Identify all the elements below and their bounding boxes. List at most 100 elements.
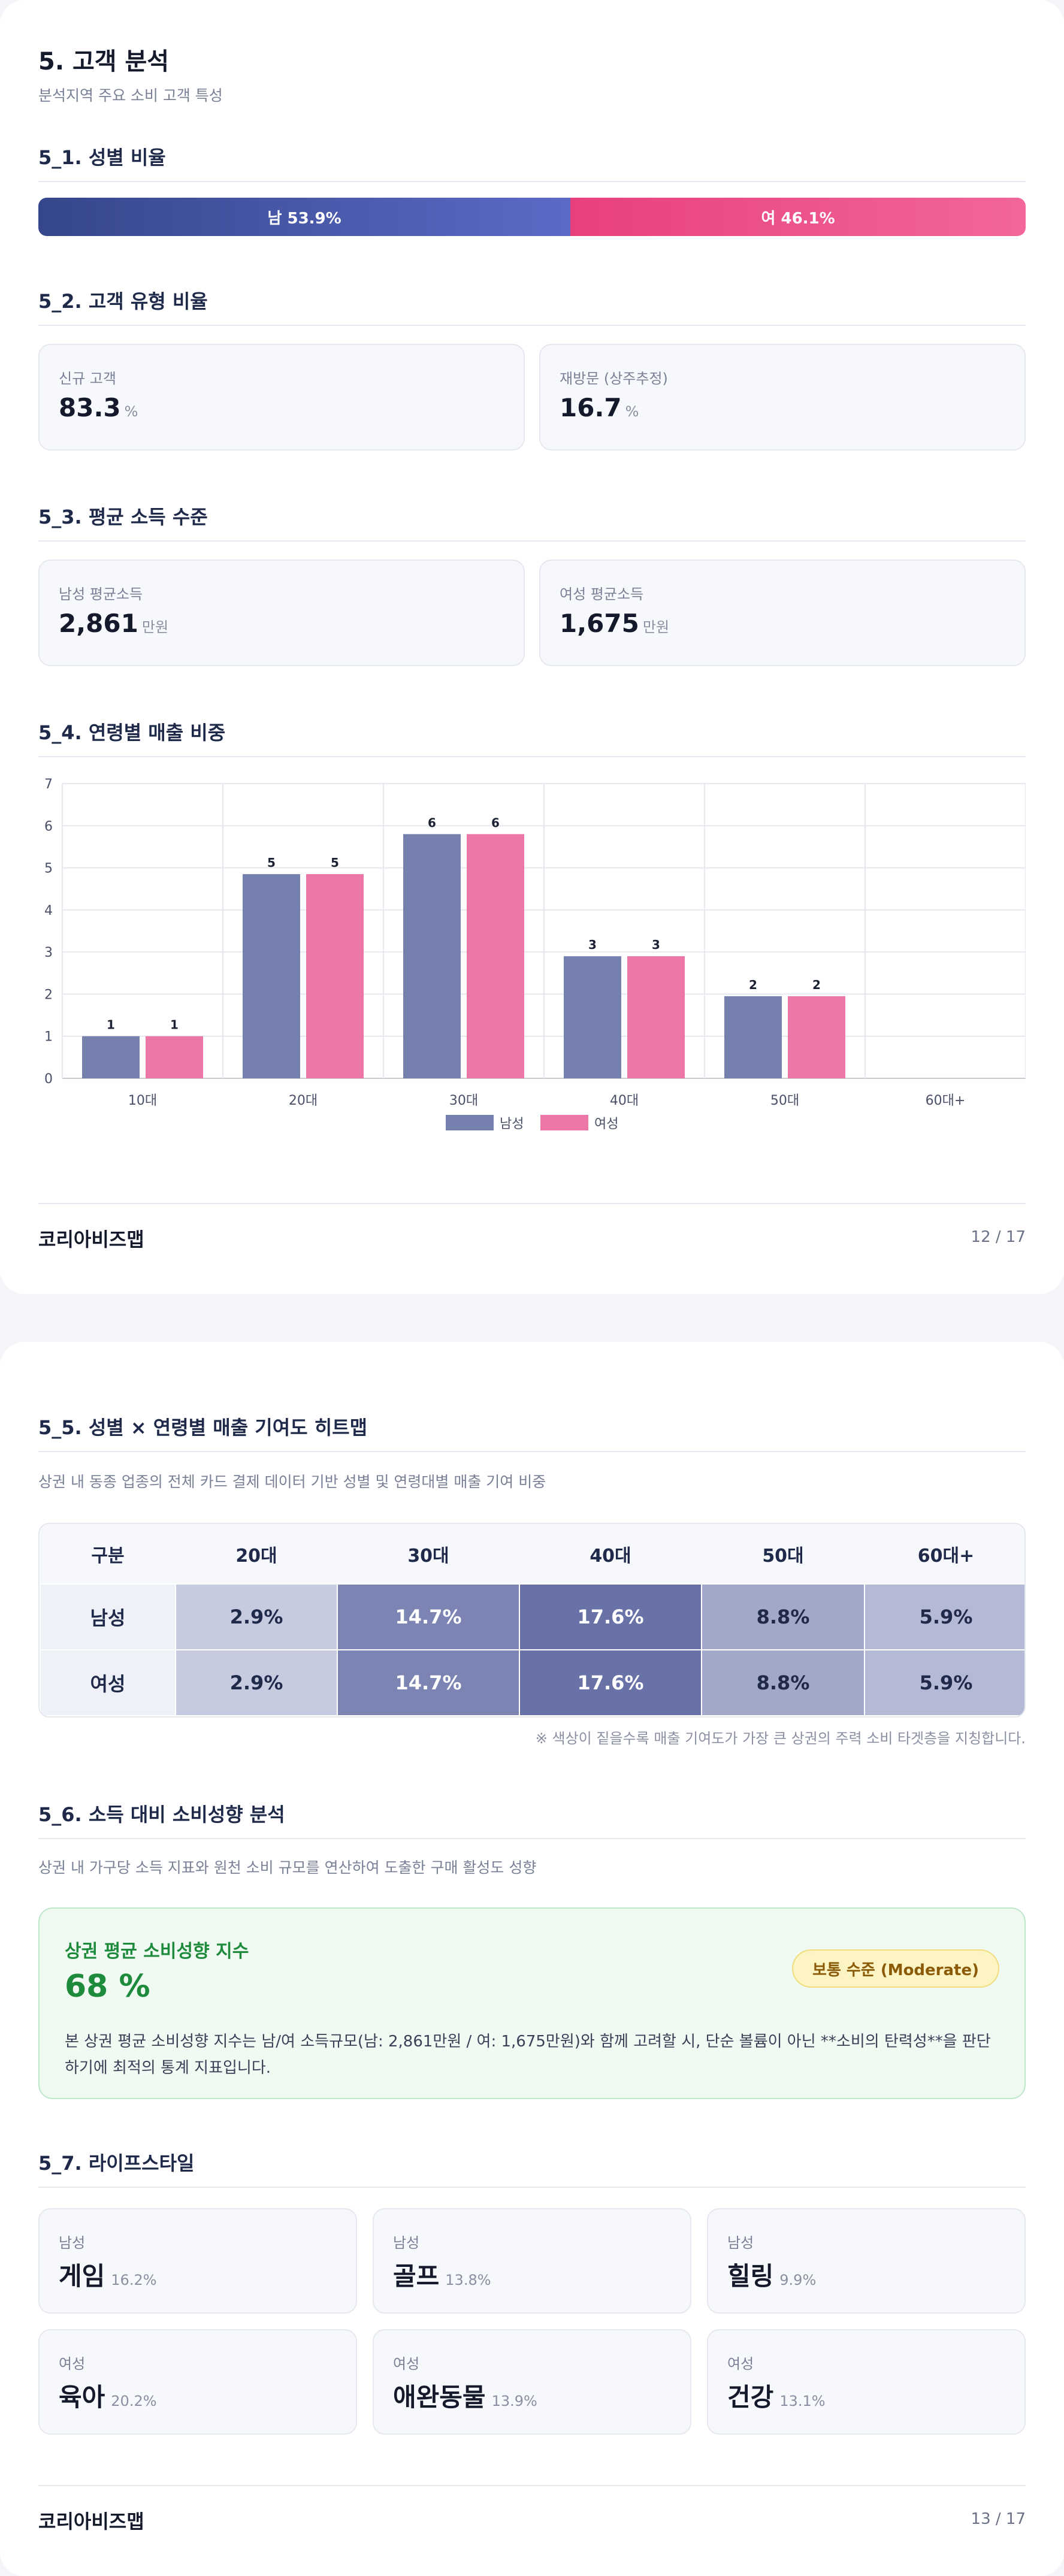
section-description: 상권 내 가구당 소득 지표와 원천 소비 규모를 연산하여 도출한 구매 활성… <box>38 1859 537 1876</box>
footer-brand: 코리아비즈맵 <box>38 1228 144 1251</box>
heatmap-cell: 14.7% <box>337 1649 520 1716</box>
section-title-lifestyle: 5_7. 라이프스타일 <box>38 2152 195 2175</box>
gender-ratio-bar: 남 53.9% 여 46.1% <box>38 198 1026 236</box>
bar-female <box>467 834 524 1078</box>
legend-swatch <box>540 1115 588 1130</box>
section-divider <box>38 1838 1026 1839</box>
card-value: 16.7% <box>560 393 639 422</box>
bar-data-label: 6 <box>491 815 500 830</box>
lifestyle-card: 여성 건강 13.1% <box>707 2329 1026 2435</box>
y-tick-label: 5 <box>44 861 53 876</box>
footer-brand: 코리아비즈맵 <box>38 2510 144 2533</box>
x-tick-label: 60대+ <box>926 1093 966 1108</box>
heatmap-header: 구분 <box>40 1524 176 1584</box>
heatmap-cell: 2.9% <box>175 1649 338 1716</box>
spending-index-description: 본 상권 평균 소비성향 지수는 남/여 소득규모(남: 2,861만원 / 여… <box>65 2033 991 2077</box>
legend-label: 여성 <box>594 1117 618 1132</box>
report-page-13: 5_5. 성별 × 연령별 매출 기여도 히트맵 상권 내 동종 업종의 전체 … <box>0 1342 1064 2576</box>
card-label: 남성 평균소득 <box>59 586 143 603</box>
lifestyle-name: 애완동물 13.9% <box>393 2383 537 2412</box>
heatmap-row-label: 남성 <box>40 1583 176 1650</box>
lifestyle-gender: 남성 <box>59 2235 86 2251</box>
heatmap-cell: 14.7% <box>337 1583 520 1650</box>
card-label: 여성 평균소득 <box>560 586 644 603</box>
lifestyle-name: 힐링 9.9% <box>727 2261 817 2291</box>
heatmap-cell: 17.6% <box>519 1649 702 1716</box>
y-tick-label: 3 <box>44 945 53 960</box>
section-title-income: 5_3. 평균 소득 수준 <box>38 506 208 528</box>
lifestyle-name: 골프 13.8% <box>393 2261 491 2291</box>
section-divider <box>38 325 1026 326</box>
page-subtitle: 분석지역 주요 소비 고객 특성 <box>38 87 223 104</box>
lifestyle-name: 건강 13.1% <box>727 2383 826 2412</box>
lifestyle-name: 육아 20.2% <box>59 2383 157 2412</box>
bar-female <box>627 956 685 1078</box>
heatmap-table: 구분 20대 30대 40대 50대 60대+ 남성 2.9% 14.7% 17… <box>40 1524 1024 1716</box>
y-tick-label: 7 <box>44 777 53 792</box>
heatmap-cell: 5.9% <box>864 1649 1024 1716</box>
lifestyle-card: 남성 골프 13.8% <box>373 2208 691 2314</box>
new-customer-card: 신규 고객 83.3% <box>38 344 525 451</box>
card-label: 재방문 (상주추정) <box>560 370 668 387</box>
heatmap-cell: 8.8% <box>701 1649 865 1716</box>
card-value: 1,675 만원 <box>560 609 670 638</box>
bar-male <box>82 1036 140 1078</box>
bar-male <box>243 874 300 1078</box>
x-tick-label: 40대 <box>610 1093 639 1108</box>
card-label: 신규 고객 <box>59 370 116 387</box>
section-divider <box>38 756 1026 757</box>
bar-data-label: 2 <box>812 978 821 992</box>
section-title-customer-type: 5_2. 고객 유형 비율 <box>38 290 208 313</box>
lifestyle-card: 여성 육아 20.2% <box>38 2329 357 2435</box>
gender-ratio-female-segment: 여 46.1% <box>570 198 1026 236</box>
footer-page-number: 12 / 17 <box>971 1228 1026 1246</box>
y-tick-label: 2 <box>44 987 53 1002</box>
footer-divider <box>38 1203 1026 1204</box>
y-tick-label: 1 <box>44 1030 53 1045</box>
section-divider <box>38 2187 1026 2188</box>
y-tick-label: 0 <box>44 1072 53 1087</box>
bar-data-label: 5 <box>267 855 276 870</box>
card-value: 83.3% <box>59 393 138 422</box>
bar-male <box>724 996 782 1078</box>
section-title-age-sales: 5_4. 연령별 매출 비중 <box>38 721 226 744</box>
heatmap-cell: 8.8% <box>701 1583 865 1650</box>
section-title-heatmap: 5_5. 성별 × 연령별 매출 기여도 히트맵 <box>38 1416 368 1439</box>
footer-page-number: 13 / 17 <box>971 2510 1026 2528</box>
section-divider <box>38 1451 1026 1452</box>
y-tick-label: 6 <box>44 819 53 834</box>
heatmap-header: 20대 <box>176 1524 337 1584</box>
x-tick-label: 50대 <box>770 1093 799 1108</box>
heatmap-row-female: 여성 2.9% 14.7% 17.6% 8.8% 5.9% <box>40 1649 1024 1716</box>
heatmap-row-male: 남성 2.9% 14.7% 17.6% 8.8% 5.9% <box>40 1583 1024 1650</box>
heatmap-header: 50대 <box>702 1524 864 1584</box>
x-tick-label: 20대 <box>289 1093 318 1108</box>
lifestyle-gender: 여성 <box>393 2356 420 2372</box>
heatmap-header: 30대 <box>337 1524 519 1584</box>
x-tick-label: 30대 <box>449 1093 478 1108</box>
section-divider <box>38 540 1026 542</box>
age-sales-bar-chart: 0 1 2 3 4 5 6 7 1 1 10대 5 5 20대 6 6 30대 3 3 40대 2 2 50대 60대+ 남성 여… <box>44 777 1026 1132</box>
heatmap-cell: 5.9% <box>864 1583 1024 1650</box>
heatmap-cell: 17.6% <box>519 1583 702 1650</box>
spending-index-title: 상권 평균 소비성향 지수 <box>65 1941 249 1962</box>
heatmap-note: ※ 색상이 짙을수록 매출 기여도가 가장 큰 상권의 주력 소비 타겟층을 지… <box>535 1730 1026 1747</box>
lifestyle-card: 남성 게임 16.2% <box>38 2208 357 2314</box>
legend-swatch <box>446 1115 494 1130</box>
lifestyle-gender: 여성 <box>727 2356 754 2372</box>
bar-data-label: 5 <box>331 855 339 870</box>
lifestyle-gender: 여성 <box>59 2356 86 2372</box>
heatmap-header-row: 구분 20대 30대 40대 50대 60대+ <box>40 1524 1024 1584</box>
female-income-card: 여성 평균소득 1,675 만원 <box>539 560 1026 666</box>
heatmap-table-container: 구분 20대 30대 40대 50대 60대+ 남성 2.9% 14.7% 17… <box>38 1523 1026 1718</box>
y-tick-label: 4 <box>44 903 53 918</box>
bar-data-label: 2 <box>749 978 757 992</box>
bar-data-label: 3 <box>652 938 660 952</box>
bar-data-label: 1 <box>107 1018 115 1032</box>
spending-index-box: 상권 평균 소비성향 지수 68 % 보통 수준 (Moderate) 본 상권… <box>38 1907 1026 2099</box>
bar-data-label: 3 <box>588 938 597 952</box>
gender-ratio-male-segment: 남 53.9% <box>38 198 571 236</box>
bar-male <box>564 956 621 1078</box>
lifestyle-gender: 남성 <box>393 2235 420 2251</box>
lifestyle-gender: 남성 <box>727 2235 754 2251</box>
